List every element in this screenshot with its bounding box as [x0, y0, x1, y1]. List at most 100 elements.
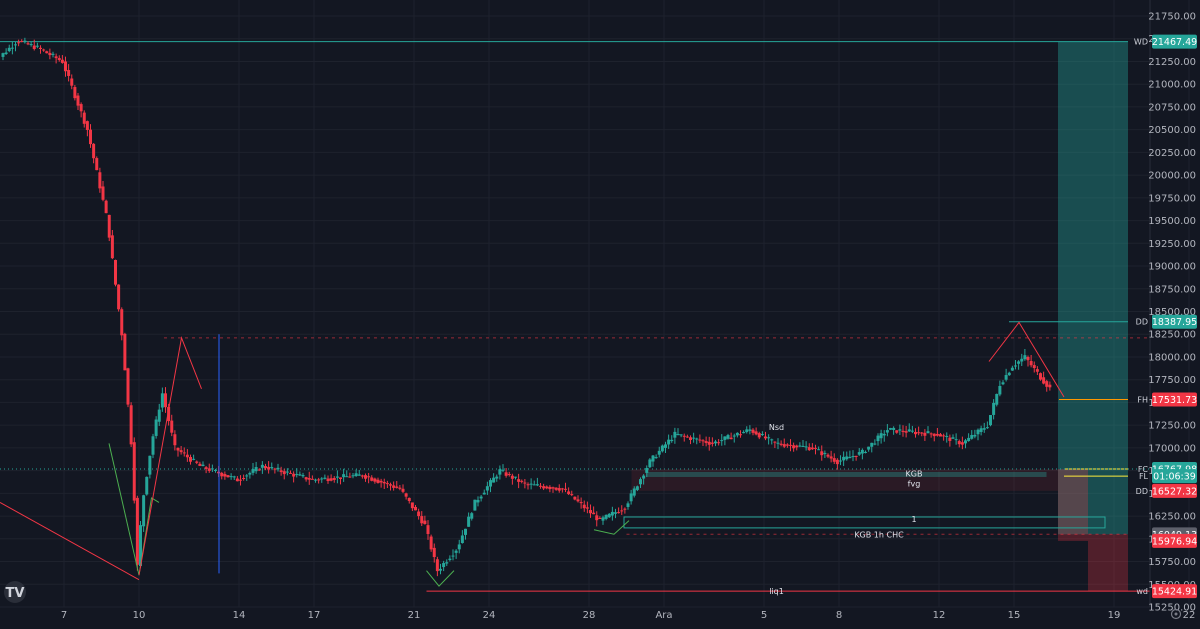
- candle-body[interactable]: [798, 445, 802, 447]
- candle-body[interactable]: [560, 488, 564, 490]
- candle-body[interactable]: [839, 460, 842, 462]
- candle-body[interactable]: [504, 472, 508, 476]
- candle-body[interactable]: [17, 42, 21, 44]
- candle-body[interactable]: [904, 431, 908, 433]
- candle-body[interactable]: [135, 497, 139, 565]
- candle-body[interactable]: [889, 428, 892, 430]
- candle-body[interactable]: [814, 447, 817, 449]
- candle-body[interactable]: [876, 435, 880, 442]
- candle-body[interactable]: [460, 535, 464, 544]
- candle-body[interactable]: [704, 441, 708, 443]
- candle-body[interactable]: [414, 506, 417, 511]
- candle-body[interactable]: [514, 476, 517, 478]
- candle-body[interactable]: [951, 437, 955, 439]
- candle-body[interactable]: [223, 474, 227, 477]
- candle-body[interactable]: [1020, 358, 1024, 362]
- candle-body[interactable]: [745, 429, 749, 432]
- candle-body[interactable]: [939, 434, 942, 437]
- candle-body[interactable]: [804, 446, 808, 448]
- candle-body[interactable]: [73, 87, 77, 99]
- candle-body[interactable]: [129, 405, 133, 445]
- candle-body[interactable]: [482, 492, 486, 495]
- candle-body[interactable]: [710, 442, 714, 444]
- candle-body[interactable]: [257, 469, 261, 471]
- candle-body[interactable]: [535, 484, 539, 486]
- candle-body[interactable]: [235, 478, 239, 482]
- candle-body[interactable]: [864, 451, 867, 453]
- candle-body[interactable]: [39, 47, 42, 49]
- candle-body[interactable]: [998, 385, 1002, 395]
- candle-body[interactable]: [120, 309, 124, 336]
- candle-body[interactable]: [495, 476, 499, 479]
- candle-body[interactable]: [923, 432, 927, 436]
- candle-body[interactable]: [142, 495, 146, 527]
- candle-body[interactable]: [707, 441, 711, 445]
- candle-body[interactable]: [604, 514, 608, 519]
- candle-body[interactable]: [126, 368, 130, 405]
- candle-body[interactable]: [1, 53, 5, 57]
- candle-body[interactable]: [10, 47, 14, 49]
- candle-body[interactable]: [795, 445, 799, 448]
- candle-body[interactable]: [1029, 361, 1033, 366]
- candle-body[interactable]: [585, 507, 589, 509]
- candle-body[interactable]: [385, 483, 389, 485]
- candle-body[interactable]: [779, 443, 783, 445]
- candle-body[interactable]: [151, 436, 155, 455]
- candle-body[interactable]: [323, 477, 327, 479]
- candle-body[interactable]: [145, 476, 149, 495]
- candle-body[interactable]: [885, 430, 889, 433]
- candle-body[interactable]: [342, 474, 346, 478]
- candle-body[interactable]: [935, 433, 939, 436]
- candle-body[interactable]: [595, 515, 599, 521]
- candle-body[interactable]: [245, 475, 249, 477]
- candle-body[interactable]: [539, 485, 542, 487]
- candle-body[interactable]: [285, 471, 289, 473]
- candle-body[interactable]: [239, 479, 242, 481]
- candle-body[interactable]: [926, 431, 930, 434]
- candle-body[interactable]: [264, 466, 267, 469]
- candle-body[interactable]: [310, 478, 314, 480]
- candle-body[interactable]: [835, 459, 839, 465]
- candle-body[interactable]: [54, 56, 58, 59]
- candle-body[interactable]: [607, 513, 611, 518]
- candle-body[interactable]: [335, 476, 339, 478]
- candle-body[interactable]: [789, 444, 792, 446]
- candle-body[interactable]: [210, 468, 214, 470]
- candle-body[interactable]: [282, 471, 286, 475]
- candle-body[interactable]: [739, 434, 742, 436]
- candle-body[interactable]: [182, 452, 186, 454]
- candle-body[interactable]: [776, 442, 780, 444]
- candle-body[interactable]: [592, 512, 596, 515]
- candle-body[interactable]: [554, 487, 558, 490]
- candle-body[interactable]: [770, 439, 774, 441]
- candle-body[interactable]: [751, 429, 755, 433]
- candle-body[interactable]: [851, 456, 855, 458]
- candle-body[interactable]: [689, 437, 692, 440]
- candle-body[interactable]: [395, 486, 399, 488]
- candle-body[interactable]: [20, 41, 24, 43]
- candle-body[interactable]: [670, 439, 674, 442]
- candle-body[interactable]: [373, 478, 377, 482]
- candle-body[interactable]: [1039, 373, 1042, 380]
- candle-body[interactable]: [692, 437, 696, 439]
- candle-body[interactable]: [320, 478, 324, 480]
- candle-body[interactable]: [26, 43, 30, 45]
- candle-body[interactable]: [273, 468, 277, 470]
- candle-body[interactable]: [198, 463, 202, 466]
- candle-body[interactable]: [598, 517, 602, 519]
- candle-body[interactable]: [95, 158, 99, 171]
- candle-body[interactable]: [454, 550, 458, 553]
- candle-body[interactable]: [464, 528, 467, 535]
- candle-body[interactable]: [370, 477, 374, 481]
- candle-body[interactable]: [570, 494, 574, 496]
- candle-body[interactable]: [1017, 361, 1021, 364]
- candle-body[interactable]: [498, 469, 502, 475]
- candle-body[interactable]: [848, 456, 852, 459]
- candle-body[interactable]: [942, 435, 946, 437]
- candle-body[interactable]: [917, 432, 921, 434]
- candle-body[interactable]: [932, 433, 936, 437]
- candle-body[interactable]: [476, 499, 480, 503]
- candle-body[interactable]: [564, 488, 567, 490]
- candle-body[interactable]: [51, 53, 55, 55]
- candle-body[interactable]: [982, 428, 986, 430]
